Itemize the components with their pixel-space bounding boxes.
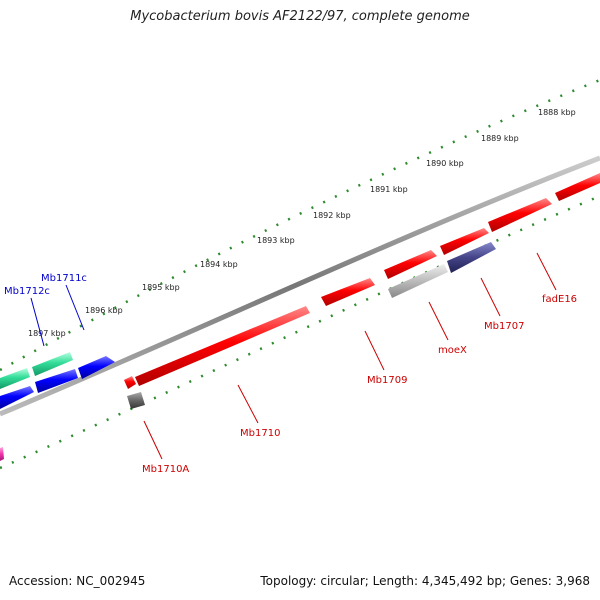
ruler-label-1893: 1893 kbp (257, 236, 295, 245)
leader-fadE16 (536, 252, 557, 291)
gene-label-fadE16: fadE16 (542, 294, 577, 305)
leader-mb1709 (364, 330, 385, 371)
gene-forward-arrow-1 (384, 250, 437, 279)
genome-backbone (0, 155, 600, 417)
leader-mb1710A (143, 420, 163, 460)
gene-reverse-arrow-1 (78, 356, 115, 379)
gene-teal-arrow-left (0, 368, 30, 389)
gene-mb1711c-arrow (32, 352, 73, 376)
ruler-label-1892: 1892 kbp (313, 211, 351, 220)
ruler-label-1896: 1896 kbp (85, 306, 123, 315)
ruler-label-1888: 1888 kbp (538, 108, 576, 117)
gene-forward-arrow-2 (440, 228, 489, 255)
gene-label-mb1712c: Mb1712c (4, 286, 50, 297)
map-title: Mycobacterium bovis AF2122/97, complete … (130, 9, 470, 24)
gene-label-mb1710: Mb1710 (240, 428, 280, 439)
leader-mb1707 (480, 277, 501, 317)
gene-mb1707-arrow (447, 242, 496, 273)
ruler-label-1891: 1891 kbp (370, 185, 408, 194)
gene-fadE16-arrow (555, 173, 600, 201)
forward-strand-genes (0, 173, 600, 389)
leader-mb1711c (65, 284, 85, 331)
gene-moeX-arrow (388, 264, 448, 298)
gene-label-mb1709: Mb1709 (367, 375, 407, 386)
gene-label-moeX: moeX (438, 345, 467, 356)
gene-label-mb1707: Mb1707 (484, 321, 524, 332)
gene-leader-lines (30, 252, 557, 460)
gene-mb1709-arrow (321, 278, 375, 306)
gene-magenta-arrow (0, 447, 4, 461)
gene-label-mb1711c: Mb1711c (41, 273, 87, 284)
outer-ruler-arc (0, 78, 600, 372)
accession-text: Accession: NC_002945 (9, 574, 146, 588)
ruler-label-1890: 1890 kbp (426, 159, 464, 168)
leader-mb1710 (237, 384, 259, 424)
gene-mb1710-arrow (135, 306, 310, 386)
gene-label-mb1710A: Mb1710A (142, 464, 189, 475)
genome-summary-text: Topology: circular; Length: 4,345,492 bp… (260, 574, 590, 588)
gene-forward-arrow-3 (488, 198, 552, 232)
ruler-label-1895: 1895 kbp (142, 283, 180, 292)
leader-moeX (428, 301, 449, 341)
gene-labels: fadE16 Mb1707 moeX Mb1709 Mb1710 Mb1710A… (4, 273, 577, 475)
inner-ruler-arc (0, 194, 600, 470)
ruler-label-1889: 1889 kbp (481, 134, 519, 143)
reverse-strand-genes (0, 242, 496, 461)
gene-mb1712c-arrow (35, 369, 78, 393)
gene-mb1710A-arrow (127, 392, 145, 409)
ruler-labels: 1888 kbp 1889 kbp 1890 kbp 1891 kbp 1892… (28, 108, 576, 338)
gene-blue-arrow-left (0, 386, 34, 409)
leader-mb1712c (30, 297, 45, 347)
ruler-label-1894: 1894 kbp (200, 260, 238, 269)
gene-mb1710-small-arrow (124, 376, 136, 389)
ruler-label-1897: 1897 kbp (28, 329, 66, 338)
